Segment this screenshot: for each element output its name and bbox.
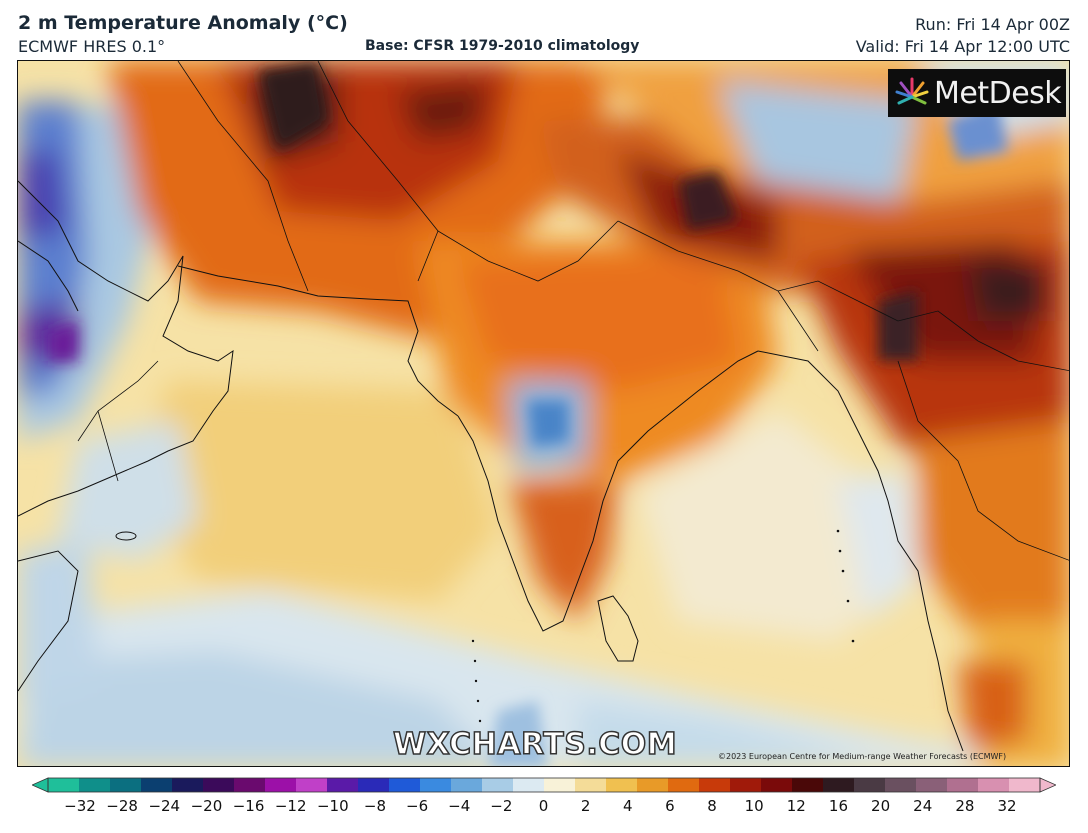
colorbar-swatch xyxy=(637,778,669,792)
colorbar-tick-label: 8 xyxy=(707,797,717,815)
colorbar-tick-label: −16 xyxy=(232,797,265,815)
colorbar-tick-label: −2 xyxy=(490,797,513,815)
ecmwf-copyright: ©2023 European Centre for Medium-range W… xyxy=(718,752,1007,761)
colorbar-swatch xyxy=(358,778,390,792)
colorbar-tick-label: 4 xyxy=(622,797,633,815)
colorbar-swatch xyxy=(327,778,359,792)
colorbar-tick-label: −6 xyxy=(406,797,429,815)
map-canvas xyxy=(18,61,1069,766)
colorbar-swatch xyxy=(513,778,545,792)
colorbar-swatch xyxy=(451,778,483,792)
colorbar-swatch xyxy=(575,778,607,792)
colorbar-swatch xyxy=(420,778,452,792)
metdesk-sunburst-icon xyxy=(895,77,929,105)
colorbar-max-arrow xyxy=(1039,777,1056,793)
colorbar-swatch xyxy=(296,778,328,792)
colorbar xyxy=(32,777,1056,793)
colorbar-swatch xyxy=(203,778,235,792)
colorbar-tick-label: 2 xyxy=(580,797,591,815)
colorbar-swatch xyxy=(761,778,793,792)
colorbar-swatch xyxy=(668,778,700,792)
colorbar-swatch xyxy=(389,778,421,792)
colorbar-swatch xyxy=(854,778,886,792)
colorbar-tick-label: −28 xyxy=(106,797,138,815)
colorbar-swatch xyxy=(606,778,638,792)
colorbar-swatch xyxy=(110,778,142,792)
valid-time-label: Valid: Fri 14 Apr 12:00 UTC xyxy=(855,37,1070,56)
colorbar-swatch xyxy=(947,778,979,792)
colorbar-tick-label: 12 xyxy=(786,797,806,815)
colorbar-swatch xyxy=(79,778,111,792)
colorbar-tick-label: −20 xyxy=(190,797,223,815)
colorbar-swatch xyxy=(234,778,266,792)
run-time-label: Run: Fri 14 Apr 00Z xyxy=(915,15,1070,34)
temperature-anomaly-map[interactable] xyxy=(17,60,1070,767)
metdesk-logo-text: MetDesk xyxy=(934,75,1062,111)
colorbar-swatch xyxy=(482,778,514,792)
colorbar-tick-label: 10 xyxy=(744,797,764,815)
colorbar-min-arrow xyxy=(32,777,49,793)
base-climatology-label: Base: CFSR 1979-2010 climatology xyxy=(365,38,640,54)
colorbar-tick-label: −24 xyxy=(148,797,181,815)
colorbar-swatch xyxy=(1009,778,1041,792)
colorbar-tick-label: −4 xyxy=(448,797,471,815)
colorbar-swatch xyxy=(916,778,948,792)
islands xyxy=(115,529,855,753)
model-label: ECMWF HRES 0.1° xyxy=(18,37,166,56)
colorbar-swatch xyxy=(48,778,80,792)
colorbar-swatch xyxy=(265,778,297,792)
colorbar-swatch xyxy=(792,778,824,792)
colorbar-tick-label: 32 xyxy=(997,797,1017,815)
colorbar-tick-label: −12 xyxy=(274,797,307,815)
wxcharts-watermark: WXCHARTS.COM xyxy=(392,726,678,763)
colorbar-tick-label: 0 xyxy=(538,797,549,815)
chart-title: 2 m Temperature Anomaly (°C) xyxy=(18,12,348,34)
colorbar-swatch xyxy=(172,778,204,792)
colorbar-swatch xyxy=(730,778,762,792)
colorbar-swatch xyxy=(141,778,173,792)
colorbar-swatch xyxy=(885,778,917,792)
colorbar-tick-label: 24 xyxy=(913,797,933,815)
colorbar-border xyxy=(47,777,1041,793)
colorbar-swatch xyxy=(823,778,855,792)
colorbar-ticks: −32 −28 −24 −20 −16 −12 −10 −8 −6 −4 −2 0 2 4 6 8 10 12 16… xyxy=(0,797,1088,817)
colorbar-tick-label: −32 xyxy=(64,797,96,815)
colorbar-tick-label: 16 xyxy=(828,797,848,815)
colorbar-swatch xyxy=(544,778,576,792)
colorbar-tick-label: −10 xyxy=(316,797,349,815)
colorbar-swatch xyxy=(978,778,1010,792)
colorbar-swatch xyxy=(699,778,731,792)
metdesk-logo: MetDesk xyxy=(888,69,1066,117)
colorbar-tick-label: 20 xyxy=(871,797,891,815)
colorbar-tick-label: 28 xyxy=(955,797,975,815)
colorbar-tick-label: 6 xyxy=(665,797,675,815)
colorbar-tick-label: −8 xyxy=(363,797,387,815)
anomaly-field xyxy=(18,61,1069,766)
coastlines xyxy=(18,61,1069,752)
